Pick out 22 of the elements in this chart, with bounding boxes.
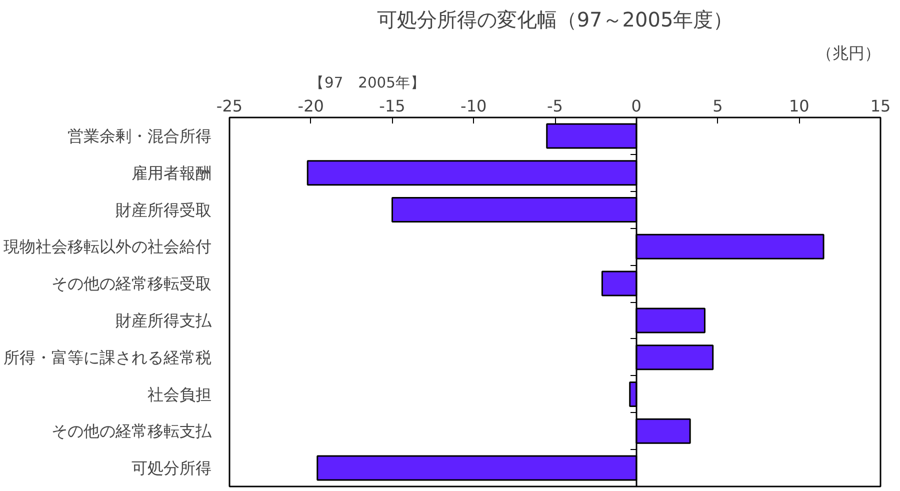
y-tick-label: その他の経常移転受取	[52, 274, 212, 294]
x-tick-label: 5	[712, 96, 723, 116]
x-tick-label: -20	[298, 96, 324, 116]
x-tick-label: -5	[547, 96, 563, 116]
y-tick-label: 可処分所得	[132, 458, 212, 478]
y-tick-label: 社会負担	[148, 384, 212, 404]
y-tick-label: 現物社会移転以外の社会給付	[4, 237, 212, 256]
y-tick-label: 財産所得受取	[116, 200, 212, 220]
x-tick-label: -10	[460, 96, 487, 116]
x-tick-label: -25	[216, 96, 243, 116]
y-tick-label: 所得・富等に課される経常税	[4, 348, 212, 367]
y-tick-label: 営業余剰・混合所得	[68, 126, 212, 146]
y-tick-label: その他の経常移転支払	[52, 422, 212, 441]
text: 【97 2005年】	[310, 74, 426, 92]
x-tick-label: 0	[631, 96, 642, 116]
y-tick-label: 財産所得支払	[116, 310, 212, 330]
x-tick-label: -15	[379, 96, 406, 116]
chart-title: 可処分所得の変化幅（97～2005年度）	[376, 8, 734, 32]
x-tick-label: 10	[788, 96, 810, 116]
y-tick-label: 雇用者報酬	[132, 163, 212, 182]
x-axis-title: （兆円）	[816, 44, 880, 62]
x-tick-label: 15	[870, 96, 891, 116]
